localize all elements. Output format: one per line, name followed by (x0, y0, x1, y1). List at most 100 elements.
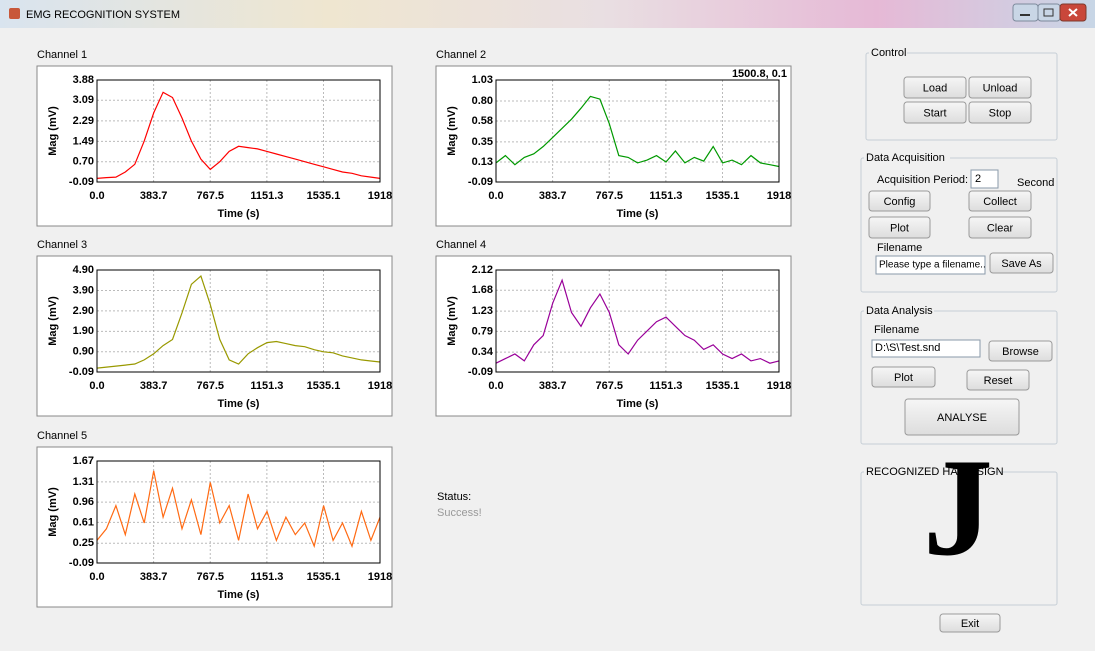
y-axis-label: Mag (mV) (47, 487, 59, 537)
status-label: Status: (437, 491, 471, 503)
y-tick-label: -0.09 (468, 366, 493, 378)
x-tick-label: 1918 (767, 190, 791, 202)
x-tick-label: 0.0 (488, 190, 503, 202)
minimize-button[interactable] (1013, 4, 1038, 21)
y-tick-label: 2.12 (472, 264, 493, 276)
x-tick-label: 0.0 (89, 190, 104, 202)
button-label: Plot (894, 372, 913, 384)
x-tick-label: 767.5 (196, 571, 224, 583)
x-tick-label: 0.0 (488, 380, 503, 392)
x-tick-label: 1535.1 (706, 380, 740, 392)
x-axis-label: Time (s) (617, 208, 659, 220)
button-label: Load (923, 82, 947, 94)
button-label: Clear (987, 222, 1014, 234)
chart-title: Channel 5 (37, 430, 87, 442)
y-tick-label: 1.90 (73, 325, 94, 337)
y-tick-label: 0.25 (73, 537, 94, 549)
status-text: Success! (437, 507, 482, 519)
y-axis-label: Mag (mV) (47, 296, 59, 346)
y-tick-label: 3.88 (73, 74, 94, 86)
filename-label: Filename (877, 242, 922, 254)
y-tick-label: 0.70 (73, 156, 94, 168)
y-tick-label: -0.09 (69, 557, 94, 569)
x-axis-label: Time (s) (617, 398, 659, 410)
group-title: Control (871, 47, 906, 59)
window-title: EMG RECOGNITION SYSTEM (26, 9, 180, 21)
x-tick-label: 383.7 (539, 190, 567, 202)
y-tick-label: 1.23 (472, 305, 493, 317)
button-label: Reset (984, 375, 1013, 387)
x-tick-label: 383.7 (140, 571, 168, 583)
x-tick-label: 767.5 (196, 190, 224, 202)
y-tick-label: 1.68 (472, 284, 493, 296)
button-label: Config (884, 196, 916, 208)
cursor-readout: 1500.8, 0.1 (732, 68, 787, 80)
y-tick-label: 4.90 (73, 264, 94, 276)
x-tick-label: 0.0 (89, 380, 104, 392)
y-tick-label: 0.96 (73, 496, 94, 508)
y-tick-label: 0.61 (73, 516, 94, 528)
y-tick-label: -0.09 (69, 366, 94, 378)
x-tick-label: 1918 (368, 190, 392, 202)
y-tick-label: 3.09 (73, 94, 94, 106)
chart-title: Channel 3 (37, 239, 87, 251)
group-title: Data Analysis (866, 305, 933, 317)
x-tick-label: 767.5 (196, 380, 224, 392)
y-tick-label: 3.90 (73, 284, 94, 296)
maximize-button[interactable] (1038, 4, 1060, 21)
x-tick-label: 767.5 (595, 190, 623, 202)
y-tick-label: -0.09 (69, 176, 94, 188)
x-tick-label: 383.7 (140, 380, 168, 392)
app-window: EMG RECOGNITION SYSTEM Control Data Acqu… (0, 0, 1095, 651)
x-tick-label: 0.0 (89, 571, 104, 583)
x-axis-label: Time (s) (218, 398, 260, 410)
y-tick-label: 0.90 (73, 346, 94, 358)
button-label: Start (923, 107, 946, 119)
button-label: Unload (983, 82, 1018, 94)
x-tick-label: 1151.3 (250, 380, 283, 392)
button-label: Collect (983, 196, 1017, 208)
y-tick-label: 1.49 (73, 135, 94, 147)
y-axis-label: Mag (mV) (446, 106, 458, 156)
y-tick-label: -0.09 (468, 176, 493, 188)
button-label: ANALYSE (937, 412, 987, 424)
x-tick-label: 1151.3 (250, 190, 283, 202)
group-title: Data Acquisition (866, 152, 945, 164)
filename-value: Please type a filename.. (879, 260, 986, 271)
button-label: Browse (1002, 346, 1039, 358)
filename-value: D:\S\Test.snd (875, 342, 940, 354)
x-tick-label: 767.5 (595, 380, 623, 392)
y-tick-label: 0.80 (472, 95, 493, 107)
y-tick-label: 0.35 (472, 136, 493, 148)
x-tick-label: 1918 (767, 380, 791, 392)
x-tick-label: 1535.1 (706, 190, 740, 202)
x-tick-label: 1535.1 (307, 380, 341, 392)
x-tick-label: 1151.3 (649, 190, 682, 202)
chart-title: Channel 4 (436, 239, 486, 251)
y-tick-label: 1.67 (73, 455, 94, 467)
period-value: 2 (975, 173, 981, 185)
period-unit: Second (1017, 177, 1054, 189)
y-tick-label: 2.90 (73, 305, 94, 317)
button-label: Exit (961, 618, 979, 630)
period-label: Acquisition Period: (877, 174, 968, 186)
chart-title: Channel 1 (37, 49, 87, 61)
y-tick-label: 1.31 (73, 476, 94, 488)
x-tick-label: 1535.1 (307, 190, 341, 202)
hand-sign: J (923, 430, 993, 585)
x-axis-label: Time (s) (218, 208, 260, 220)
y-tick-label: 0.58 (472, 115, 493, 127)
y-tick-label: 0.13 (472, 156, 493, 168)
x-tick-label: 1535.1 (307, 571, 341, 583)
y-tick-label: 1.03 (472, 74, 493, 86)
x-axis-label: Time (s) (218, 589, 260, 601)
y-tick-label: 0.79 (472, 325, 493, 337)
button-label: Stop (989, 107, 1012, 119)
x-tick-label: 1918 (368, 380, 392, 392)
y-axis-label: Mag (mV) (446, 296, 458, 346)
button-label: Save As (1001, 258, 1042, 270)
x-tick-label: 383.7 (140, 190, 168, 202)
x-tick-label: 1151.3 (649, 380, 682, 392)
y-axis-label: Mag (mV) (47, 106, 59, 156)
x-tick-label: 383.7 (539, 380, 567, 392)
